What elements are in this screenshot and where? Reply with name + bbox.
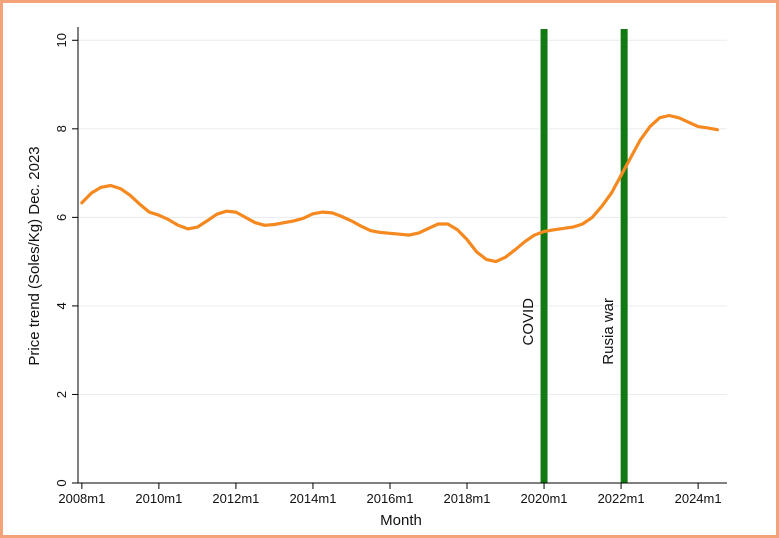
x-tick-label: 2024m1 [675,491,722,506]
x-tick-label: 2010m1 [135,491,182,506]
y-tick-label: 6 [54,214,69,221]
y-tick-label: 0 [54,479,69,486]
x-tick-label: 2018m1 [444,491,491,506]
series-line [80,113,719,264]
series-layer [80,113,719,264]
y-tick-label: 4 [54,302,69,309]
axes [72,27,727,489]
event-label: COVID [520,298,537,346]
y-tick-label: 10 [54,33,69,47]
event-label: Rusia war [600,298,617,365]
y-axis-title: Price trend (Soles/Kg) Dec. 2023 [26,146,43,365]
x-tick-label: 2014m1 [289,491,336,506]
y-tick-label: 2 [54,391,69,398]
x-tick-label: 2022m1 [598,491,645,506]
tick-labels: COVID Rusia war 0 2 4 6 8 10 2008m1 2010m1 2012m1 2… [54,33,722,506]
x-axis-title: Month [380,512,422,529]
x-tick-label: 2008m1 [58,491,105,506]
x-tick-label: 2016m1 [366,491,413,506]
gridlines [78,39,727,395]
y-tick-label: 8 [54,125,69,132]
x-tick-label: 2020m1 [521,491,568,506]
x-tick-label: 2012m1 [212,491,259,506]
event-lines [540,29,628,483]
